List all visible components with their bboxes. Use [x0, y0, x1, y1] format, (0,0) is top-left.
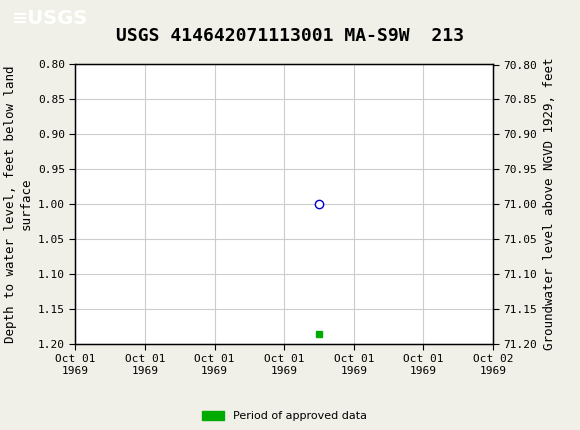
Y-axis label: Groundwater level above NGVD 1929, feet: Groundwater level above NGVD 1929, feet: [543, 58, 556, 350]
Legend: Period of approved data: Period of approved data: [202, 411, 367, 421]
Text: USGS 414642071113001 MA-S9W  213: USGS 414642071113001 MA-S9W 213: [116, 27, 464, 45]
Text: ≡USGS: ≡USGS: [12, 9, 88, 28]
Y-axis label: Depth to water level, feet below land
surface: Depth to water level, feet below land su…: [5, 65, 32, 343]
